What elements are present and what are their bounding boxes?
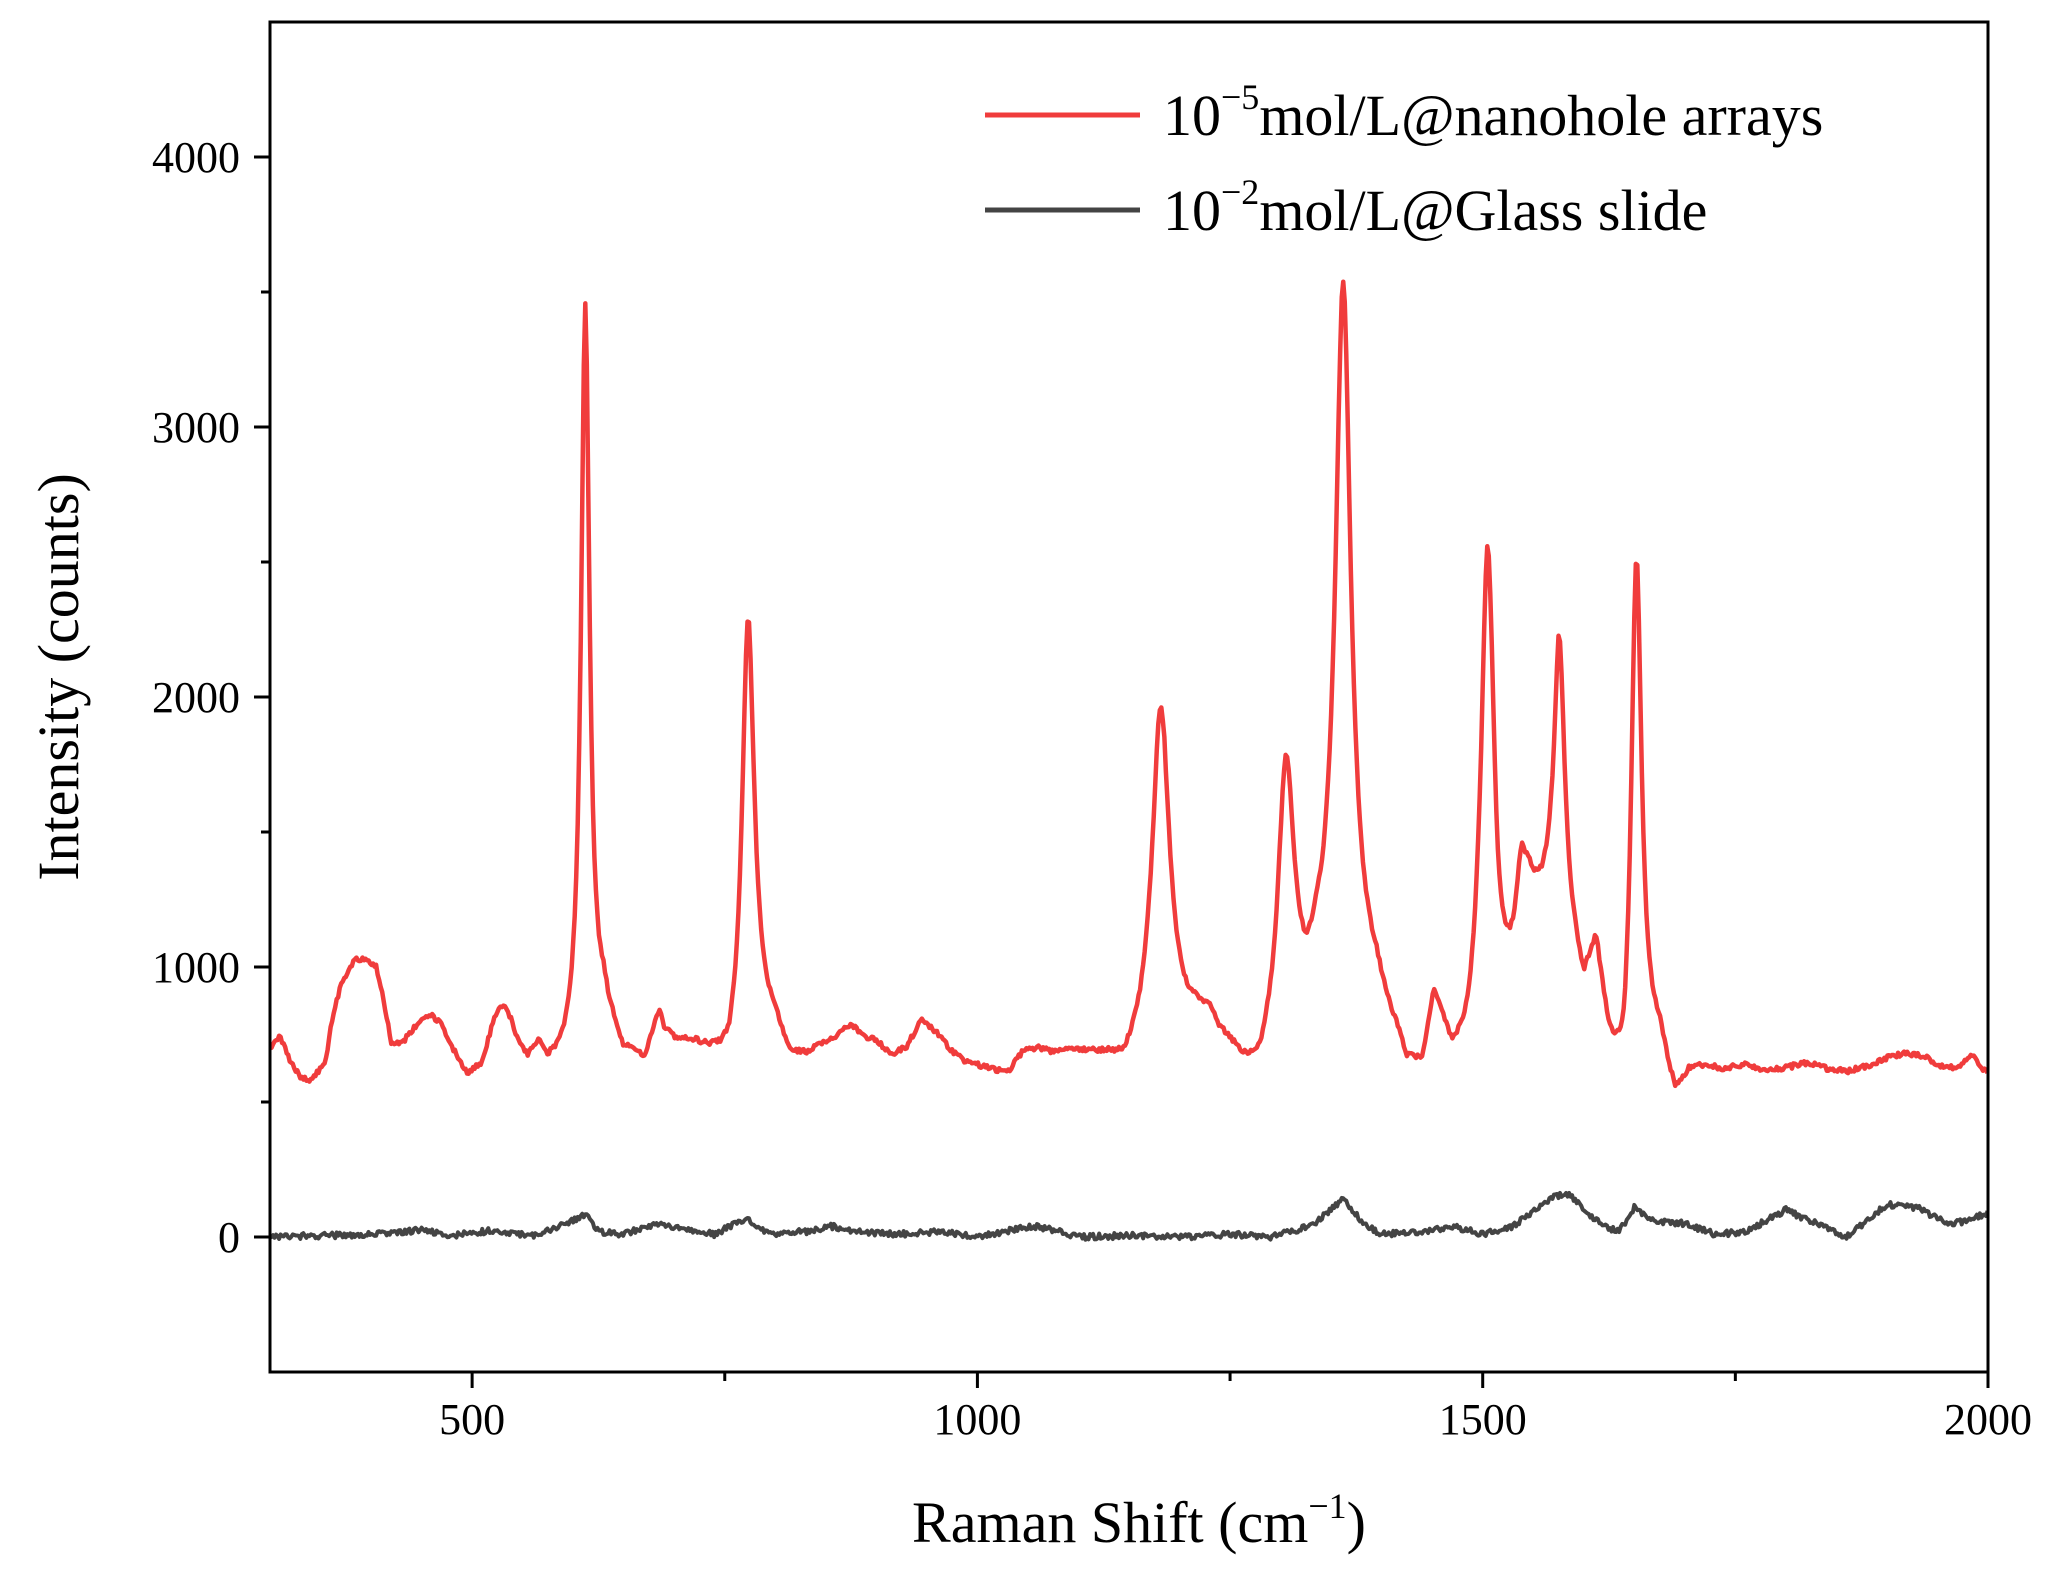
plot-frame [268, 20, 1990, 1374]
legend-label: 10−2mol/L@Glass slide [1163, 172, 1707, 243]
x-tick-label: 1500 [1439, 1395, 1527, 1444]
x-axis-title: Raman Shift (cm−1) [912, 1486, 1366, 1555]
x-tick-label: 2000 [1944, 1395, 2032, 1444]
x-tick-label: 500 [439, 1395, 505, 1444]
y-axis-title: Intensity (counts) [26, 473, 91, 881]
series-line-nanohole-arrays [270, 279, 1988, 1089]
y-tick-label: 2000 [152, 673, 240, 722]
y-tick-label: 4000 [152, 133, 240, 182]
plot-layer [270, 279, 1988, 1242]
legend: 10−5mol/L@nanohole arrays 10−2mol/L@Glass… [985, 77, 1823, 243]
legend-label: 10−5mol/L@nanohole arrays [1163, 77, 1823, 148]
series-line-glass-slide [270, 1190, 1988, 1242]
x-tick-label: 1000 [933, 1395, 1021, 1444]
y-tick-label: 0 [218, 1213, 240, 1262]
y-tick-label: 3000 [152, 403, 240, 452]
axis-ticks: 500 1000 1500 2000 0 1000 2000 3000 4000 [152, 133, 2032, 1444]
y-tick-label: 1000 [152, 943, 240, 992]
